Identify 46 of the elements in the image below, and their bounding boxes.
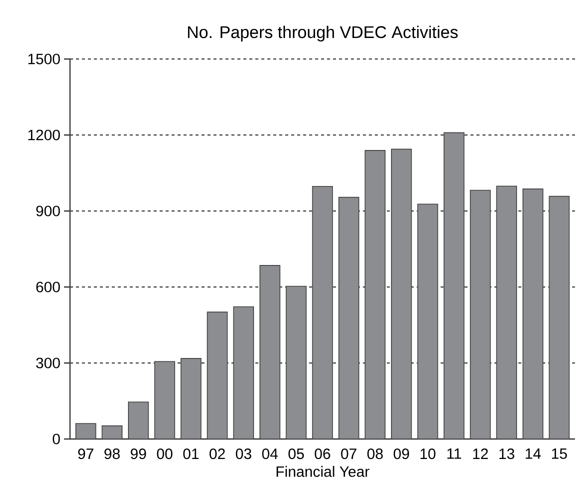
y-tick-label: 1500 (28, 54, 60, 64)
x-tick-label: 07 (341, 448, 356, 460)
bar (338, 196, 360, 440)
x-tick-label: 10 (420, 448, 436, 460)
x-tick-label: 01 (183, 448, 199, 460)
bar (391, 148, 412, 440)
x-tick-label: 11 (447, 448, 462, 459)
bar (364, 150, 386, 440)
y-tick-label: 900 (36, 206, 60, 216)
bar (548, 196, 570, 440)
bar (180, 358, 202, 440)
bar (417, 204, 438, 440)
bar (260, 265, 280, 440)
bar (233, 306, 254, 440)
bar (312, 186, 333, 440)
x-tick-label: 00 (156, 448, 172, 460)
bar (128, 402, 149, 440)
bar (206, 312, 228, 440)
x-tick-label: 13 (499, 448, 514, 460)
bar (496, 186, 518, 440)
bar (470, 190, 491, 440)
x-tick-label: 97 (78, 448, 94, 460)
x-tick-label: 04 (262, 448, 278, 460)
chart-title: No. Papers through VDEC Activities (188, 26, 458, 42)
x-tick-label: 99 (130, 448, 146, 460)
x-tick-label: 15 (552, 448, 567, 459)
x-axis-title: Financial Year (276, 466, 370, 477)
x-tick-label: 03 (236, 448, 252, 460)
bar (444, 132, 464, 440)
y-tick-label: 0 (52, 434, 60, 444)
bar (522, 188, 544, 440)
bar (75, 423, 96, 440)
y-tick-label: 1200 (28, 130, 60, 140)
x-tick-label: 12 (473, 448, 488, 459)
bar (154, 361, 176, 440)
x-tick-label: 06 (314, 448, 330, 460)
x-tick-label: 02 (210, 448, 225, 460)
x-tick-label: 08 (367, 448, 383, 460)
x-tick-label: 14 (526, 448, 541, 459)
bar (102, 425, 122, 440)
x-tick-label: 09 (394, 448, 410, 460)
y-tick-label: 600 (36, 282, 60, 292)
x-tick-label: 98 (104, 448, 120, 460)
x-tick-label: 05 (288, 448, 304, 460)
bar (286, 286, 307, 440)
y-tick-label: 300 (36, 358, 60, 368)
